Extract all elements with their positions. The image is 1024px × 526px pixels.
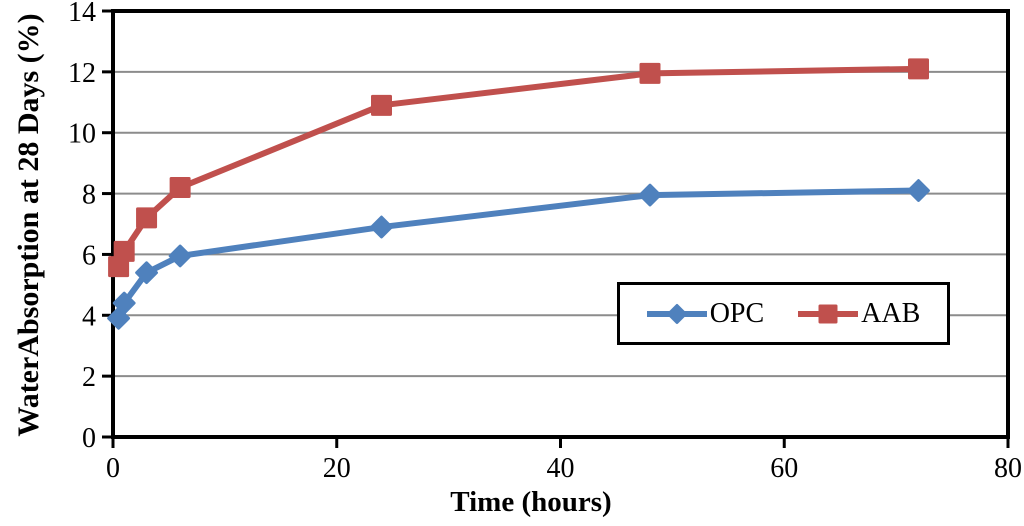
- legend-label-opc: OPC: [709, 297, 765, 329]
- aab-square-marker: [169, 176, 191, 198]
- x-tick-label: 80: [994, 453, 1022, 484]
- opc-diamond-marker: [135, 261, 158, 285]
- y-tick-label: 12: [68, 58, 96, 89]
- aab-square-marker: [371, 94, 392, 116]
- opc-diamond-icon: [646, 303, 707, 324]
- opc-diamond-marker: [370, 215, 393, 239]
- legend: OPC AAB: [617, 282, 950, 345]
- y-tick-label: 6: [82, 240, 96, 271]
- opc-diamond-marker: [112, 291, 136, 315]
- aab-square-marker: [639, 62, 661, 84]
- x-tick-label: 20: [323, 453, 351, 484]
- y-tick-label: 2: [82, 362, 96, 393]
- opc-diamond-marker: [168, 244, 192, 268]
- legend-item-aab: AAB: [798, 298, 920, 330]
- x-tick-label: 40: [547, 453, 575, 484]
- y-tick-label: 0: [82, 423, 96, 454]
- x-tick-label: 0: [106, 453, 120, 484]
- y-tick-label: 4: [82, 301, 96, 332]
- plot-border: [111, 9, 1010, 439]
- aab-square-marker: [136, 207, 158, 229]
- y-tick-label: 10: [68, 119, 96, 150]
- y-tick-label: 8: [82, 180, 96, 211]
- legend-label-aab: AAB: [861, 297, 921, 329]
- aab-square-marker: [113, 240, 135, 262]
- opc-diamond-marker: [638, 183, 662, 207]
- x-tick-label: 60: [770, 453, 798, 484]
- legend-item-opc: OPC: [646, 297, 765, 330]
- y-tick-label: 14: [68, 0, 96, 28]
- x-axis-title: Time (hours): [450, 486, 612, 518]
- opc-diamond-marker: [907, 179, 930, 202]
- aab-square-marker: [908, 58, 929, 80]
- y-axis-title: WaterAbsorption at 28 Days (%): [12, 13, 45, 437]
- aab-line: [115, 65, 922, 270]
- aab-square-icon: [798, 304, 859, 323]
